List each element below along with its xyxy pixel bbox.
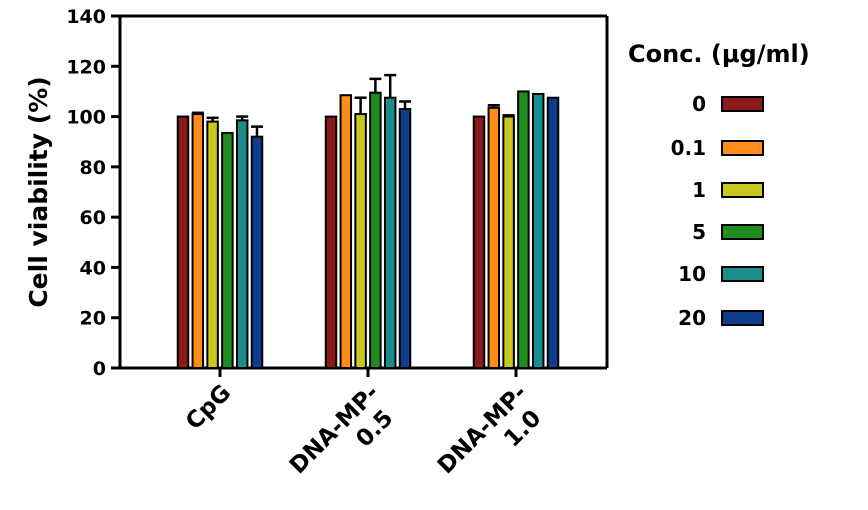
bar [354,113,367,369]
legend-swatch [721,182,764,198]
x-category-label: DNA-MP-1.0 [433,380,552,499]
y-tick-label: 140 [66,6,106,28]
y-tick-label: 100 [66,107,106,129]
y-tick-label: 20 [80,308,106,330]
bar [176,115,190,369]
axes-group: 0 20 40 60 80 100 120 140 [66,6,609,380]
legend-label: 10 [678,262,706,286]
bars-group [176,73,560,370]
bar [339,94,353,369]
legend-label: 0 [692,92,706,116]
y-tick-label: 80 [80,157,106,179]
bar [191,113,205,369]
legend-label: 20 [678,306,706,330]
bar [472,115,486,369]
legend-group: Conc. (μg/ml) 0 0.1 1 5 10 20 [628,40,810,330]
legend-swatch [721,266,764,282]
bar [487,106,501,370]
legend-swatch [721,140,764,156]
legend-swatch [721,96,764,112]
bar [324,115,338,369]
y-tick-label: 60 [80,207,106,229]
legend-label: 1 [692,178,706,202]
x-category-label-line: CpG [181,380,236,435]
bar [546,96,560,369]
bar [531,92,545,369]
x-category-label: CpG [181,380,236,435]
bar [502,115,515,369]
legend-swatch [721,224,764,240]
bar [369,91,382,370]
bar [517,90,530,370]
y-axis-title: Cell viability (%) [24,76,53,307]
legend-label: 5 [692,220,706,244]
legend-swatch [721,310,764,326]
y-tick-label: 0 [93,358,106,380]
y-tick-label: 120 [66,56,106,78]
bar [250,135,264,369]
legend-label: 0.1 [671,136,706,160]
bar [383,96,397,369]
bar [235,119,249,370]
legend-title: Conc. (μg/ml) [628,40,810,68]
bar [206,120,219,369]
y-tick-label: 40 [80,257,106,279]
bar [221,131,234,369]
x-category-label: DNA-MP-0.5 [285,380,404,499]
bar [398,108,412,370]
